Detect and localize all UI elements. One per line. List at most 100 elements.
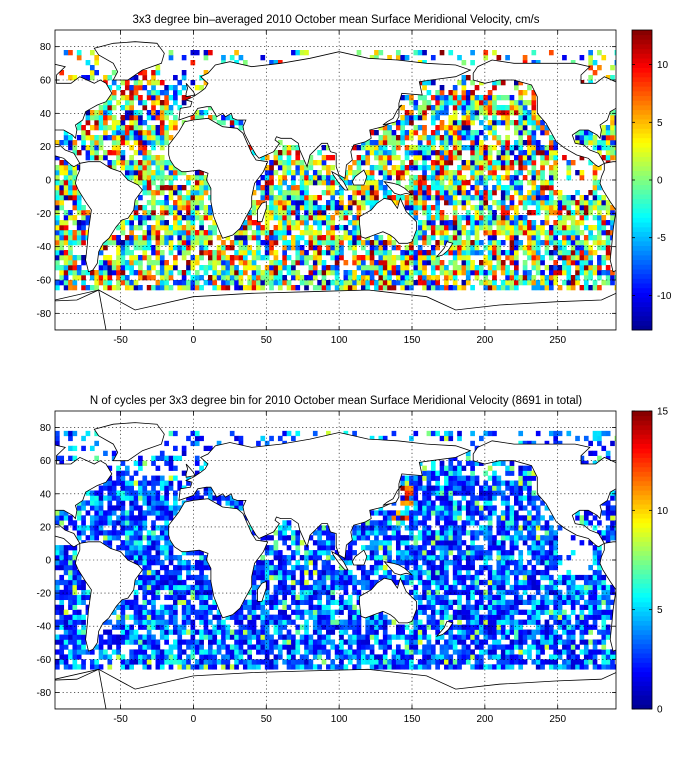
data-bin: [426, 275, 432, 281]
data-bin: [588, 599, 593, 605]
data-bin: [452, 584, 458, 591]
data-bin: [562, 205, 567, 211]
data-bin: [111, 260, 117, 266]
data-bin: [518, 599, 524, 605]
data-bin: [308, 609, 314, 615]
data-bin: [273, 185, 279, 191]
data-bin: [247, 629, 253, 635]
data-bin: [94, 644, 100, 650]
colorbar-swatch: [632, 231, 652, 237]
data-bin: [138, 255, 143, 261]
data-bin: [177, 569, 183, 576]
data-bin: [592, 250, 598, 256]
data-bin: [448, 275, 454, 281]
data-bin: [264, 654, 270, 660]
data-bin: [273, 614, 279, 620]
data-bin: [448, 639, 454, 645]
data-bin: [461, 624, 467, 630]
data-bin: [601, 644, 607, 650]
data-bin: [540, 150, 545, 156]
data-bin: [347, 659, 353, 665]
data-bin: [208, 210, 213, 216]
data-bin: [173, 604, 178, 610]
data-bin: [439, 649, 445, 655]
data-bin: [308, 230, 314, 236]
data-bin: [579, 639, 585, 645]
data-bin: [177, 90, 183, 96]
data-bin: [395, 634, 401, 640]
data-bin: [518, 619, 524, 625]
data-bin: [531, 629, 537, 635]
data-bin: [164, 240, 169, 246]
data-bin: [378, 170, 384, 176]
y-tick-label: 40: [40, 109, 52, 120]
data-bin: [413, 649, 419, 655]
data-bin: [500, 145, 506, 151]
data-bin: [59, 589, 65, 596]
data-bin: [461, 285, 467, 291]
data-bin: [312, 614, 318, 620]
data-bin: [531, 609, 537, 615]
data-bin: [339, 245, 344, 251]
data-bin: [479, 195, 484, 201]
data-bin: [326, 604, 331, 610]
data-bin: [378, 185, 384, 191]
data-bin: [89, 125, 95, 131]
data-bin: [247, 145, 253, 151]
data-bin: [426, 664, 432, 670]
data-bin: [221, 639, 226, 645]
x-tick-label: 200: [477, 335, 494, 346]
data-bin: [605, 280, 611, 286]
data-bin: [216, 245, 222, 251]
data-bin: [461, 255, 467, 261]
data-bin: [369, 180, 375, 186]
data-bin: [588, 265, 593, 271]
data-bin: [470, 245, 475, 251]
data-bin: [597, 609, 602, 615]
data-bin: [94, 155, 100, 161]
data-bin: [470, 594, 475, 601]
data-bin: [194, 240, 200, 246]
data-bin: [417, 649, 423, 655]
data-bin: [487, 599, 493, 605]
data-bin: [164, 275, 169, 281]
data-bin: [138, 649, 143, 655]
land-polygon: [351, 169, 368, 186]
data-bin: [605, 235, 611, 241]
data-bin: [452, 265, 458, 271]
data-bin: [579, 245, 585, 251]
data-bin: [457, 245, 462, 251]
data-bin: [562, 629, 567, 635]
data-bin: [457, 270, 462, 276]
data-bin: [334, 250, 340, 256]
data-bin: [435, 125, 440, 131]
data-bin: [514, 250, 519, 256]
data-bin: [199, 644, 204, 650]
data-bin: [85, 155, 91, 161]
data-bin: [444, 644, 449, 650]
data-bin: [487, 594, 493, 601]
data-bin: [540, 145, 545, 151]
data-bin: [369, 240, 375, 246]
data-bin: [426, 165, 432, 171]
data-bin: [72, 270, 78, 276]
data-bin: [81, 240, 86, 246]
data-bin: [124, 250, 130, 256]
colorbar-swatch: [632, 137, 652, 143]
data-bin: [63, 589, 69, 596]
data-bin: [597, 245, 602, 251]
data-bin: [535, 599, 541, 605]
data-bin: [212, 604, 218, 610]
data-bin: [487, 584, 493, 591]
data-bin: [190, 225, 196, 231]
data-bin: [234, 659, 239, 665]
data-bin: [76, 265, 82, 271]
data-bin: [417, 140, 423, 146]
data-bin: [531, 599, 537, 605]
data-bin: [461, 75, 467, 81]
colorbar-swatch: [632, 161, 652, 167]
data-bin: [216, 275, 222, 281]
data-bin: [277, 579, 283, 586]
data-bin: [483, 634, 489, 640]
data-bin: [540, 175, 545, 181]
